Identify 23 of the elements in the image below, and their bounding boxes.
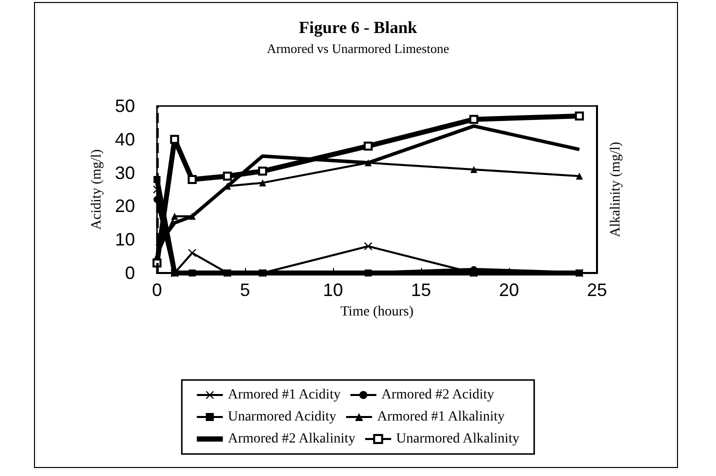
x-axis-title: Time (hours) [340,304,414,320]
legend-label: Armored #2 Acidity [381,388,494,402]
legend-label: Unarmored Acidity [228,410,336,424]
y-tick-label: 40 [114,129,135,150]
legend-label: Unarmored Alkalinity [396,432,520,446]
x-tick-label: 15 [410,280,432,300]
y-tick-label: 0 [124,263,135,283]
y2-axis-title: Alkalinity (mg/l) [608,142,624,238]
y-tick-label: 50 [114,96,135,116]
x-tick-label: 0 [152,280,162,300]
x-tick-label: 10 [322,280,344,300]
legend-label: Armored #1 Alkalinity [377,410,505,424]
y-tick-label: 30 [114,162,135,183]
chart-subtitle: Armored vs Unarmored Limestone [266,41,450,56]
x-tick-label: 25 [586,280,608,300]
x-tick-label: 5 [240,280,250,300]
y-tick-label: 10 [114,230,135,250]
x-tick-label: 20 [498,280,520,300]
legend-label: Armored #1 Acidity [228,388,341,402]
legend-label: Armored #2 Alkalinity [228,432,356,446]
chart-title: Figure 6 - Blank [298,18,418,37]
y-axis-title: Acidity (mg/l) [90,148,105,230]
y-tick-label: 20 [114,196,135,216]
